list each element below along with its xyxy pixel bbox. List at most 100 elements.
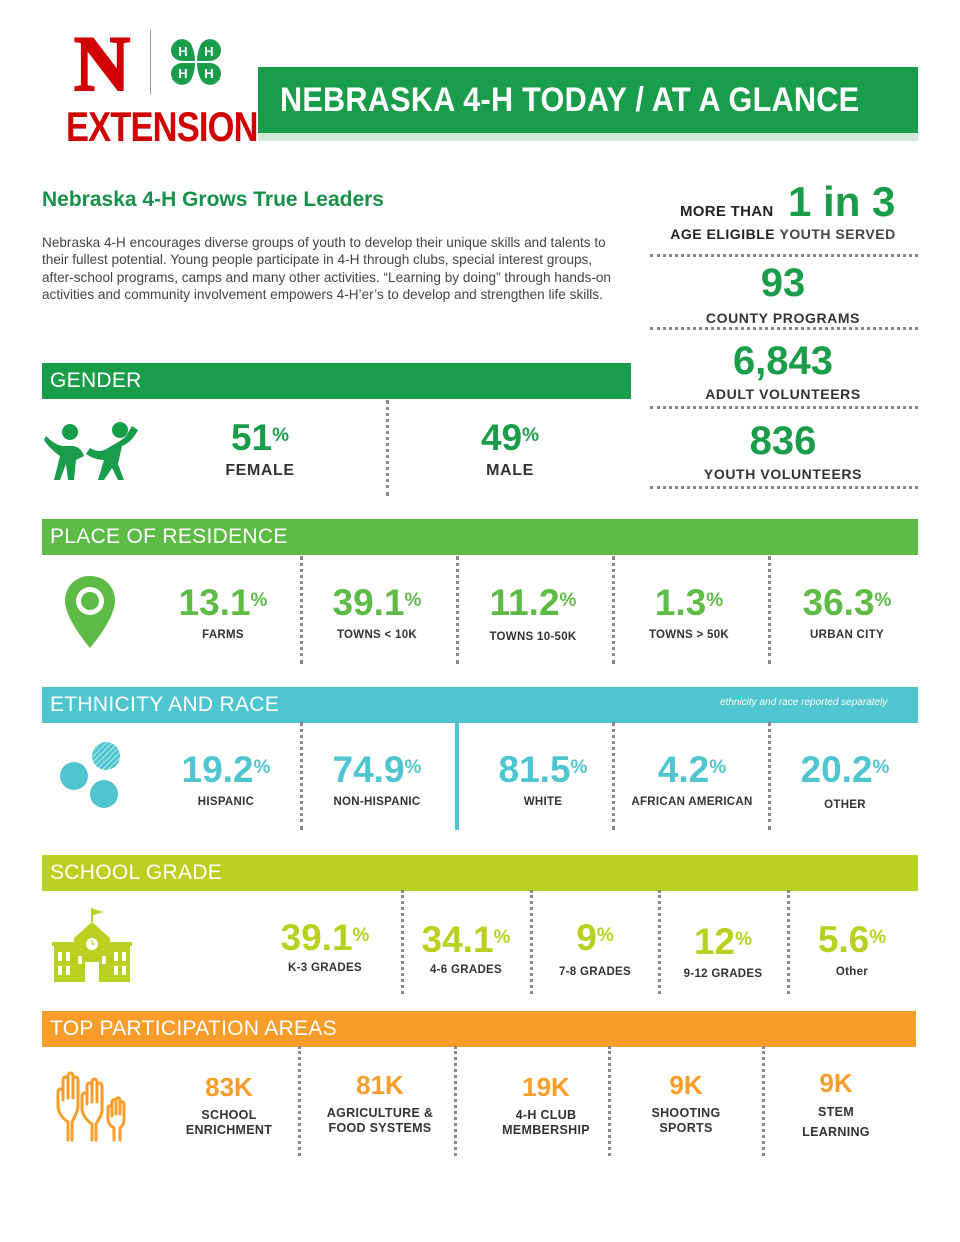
percent-sign: %: [735, 929, 753, 950]
gender-heading: GENDER: [50, 369, 142, 392]
svg-text:H: H: [178, 66, 187, 81]
percent-sign: %: [404, 590, 422, 611]
residence-value: 1.3: [654, 582, 707, 623]
school-building-icon: [52, 908, 132, 982]
county-programs-stat: 93 COUNTY PROGRAMS: [648, 262, 918, 326]
youthvol-value: 836: [749, 419, 817, 463]
grade-value: 39.1: [280, 917, 353, 958]
grade-label: 9-12 GRADES: [683, 968, 763, 980]
residence-divider: [612, 556, 615, 664]
youth-value: 1 in 3: [788, 178, 896, 225]
grade-divider: [401, 890, 404, 994]
grade-label: Other: [835, 966, 869, 978]
gender-header: GENDER: [42, 363, 631, 399]
participation-value: 83K: [205, 1072, 253, 1102]
participation-value: 19K: [522, 1072, 570, 1102]
intro-paragraph: Nebraska 4-H encourages diverse groups o…: [42, 235, 611, 303]
participation-divider: [762, 1046, 765, 1156]
percent-sign: %: [570, 757, 588, 778]
ethnicity-label: NON-HISPANIC: [333, 796, 421, 808]
participation-label: SCHOOL ENRICHMENT: [185, 1108, 273, 1137]
ethnicity-value: 74.9: [332, 749, 405, 790]
adult-value: 6,843: [732, 339, 834, 383]
ethnicity-note: ethnicity and race reported separately: [720, 697, 888, 708]
percent-sign: %: [872, 757, 890, 778]
ethnicity-divider: [300, 722, 303, 830]
grade-label: 4-6 GRADES: [429, 964, 503, 976]
gender-divider: [386, 400, 389, 496]
youthvol-label: YOUTH VOLUNTEERS: [703, 466, 863, 482]
county-value: 93: [760, 261, 806, 305]
stats-divider: [650, 327, 918, 330]
grade-item: 5.6% Other: [790, 919, 914, 979]
residence-divider: [300, 556, 303, 664]
grade-header: SCHOOL GRADE: [42, 855, 918, 891]
nebraska-n-logo: N: [73, 28, 131, 96]
grade-value: 34.1: [421, 919, 494, 960]
circles-icon: [60, 742, 120, 808]
gender-label: FEMALE: [225, 462, 295, 479]
section-headline: Nebraska 4-H Grows True Leaders: [42, 188, 384, 211]
percent-sign: %: [874, 590, 892, 611]
residence-heading: PLACE OF RESIDENCE: [50, 525, 288, 548]
residence-value: 11.2: [489, 582, 560, 623]
residence-item: 36.3% URBAN CITY: [782, 582, 912, 642]
ethnicity-value: 20.2: [800, 749, 873, 790]
grade-value: 9: [576, 917, 597, 958]
participation-divider: [298, 1046, 301, 1156]
residence-divider: [456, 556, 459, 664]
grade-label: K-3 GRADES: [288, 962, 362, 974]
residence-divider: [768, 556, 771, 664]
percent-sign: %: [272, 425, 290, 446]
residence-label: TOWNS > 50K: [648, 629, 730, 641]
residence-item: 39.1% TOWNS < 10K: [312, 582, 442, 642]
participation-value: 9K: [669, 1070, 703, 1100]
ethnicity-value: 4.2: [657, 749, 710, 790]
ethnicity-divider: [612, 722, 615, 830]
percent-sign: %: [493, 927, 511, 948]
participation-label: SHOOTING SPORTS: [651, 1106, 721, 1135]
children-icon: [44, 422, 138, 480]
gender-value: 51: [230, 417, 273, 458]
percent-sign: %: [404, 757, 422, 778]
percent-sign: %: [709, 757, 727, 778]
page-title: NEBRASKA 4-H TODAY / AT A GLANCE: [280, 81, 860, 119]
participation-label: STEM LEARNING: [802, 1105, 870, 1139]
residence-label: URBAN CITY: [810, 629, 884, 641]
grade-divider: [787, 890, 790, 994]
percent-sign: %: [559, 590, 577, 611]
participation-label: AGRICULTURE & FOOD SYSTEMS: [326, 1106, 434, 1135]
stats-divider: [650, 254, 918, 257]
ethnicity-value: 19.2: [181, 749, 254, 790]
raised-hands-icon: [56, 1071, 126, 1142]
residence-item: 1.3% TOWNS > 50K: [624, 582, 754, 642]
stats-divider: [650, 486, 918, 489]
participation-divider: [454, 1046, 457, 1156]
participation-item: 19K 4-H CLUB MEMBERSHIP: [476, 1072, 616, 1138]
grade-value: 5.6: [817, 919, 870, 960]
gender-label: MALE: [486, 462, 534, 479]
ethnicity-race-separator: [455, 722, 459, 830]
ethnicity-label: OTHER: [824, 799, 866, 811]
svg-text:H: H: [204, 44, 213, 59]
percent-sign: %: [522, 425, 540, 446]
ethnicity-value: 81.5: [498, 749, 571, 790]
grade-divider: [658, 890, 661, 994]
residence-item: 13.1% FARMS: [163, 582, 283, 642]
ethnicity-label: HISPANIC: [197, 796, 255, 808]
grade-divider: [530, 890, 533, 994]
svg-text:H: H: [204, 66, 213, 81]
residence-value: 39.1: [332, 582, 405, 623]
residence-value: 13.1: [178, 582, 251, 623]
participation-label: 4-H CLUB MEMBERSHIP: [502, 1108, 590, 1137]
ethnicity-divider: [768, 722, 771, 830]
residence-value: 36.3: [802, 582, 875, 623]
title-banner: NEBRASKA 4-H TODAY / AT A GLANCE: [258, 67, 918, 133]
grade-item: 12% 9-12 GRADES: [661, 922, 785, 981]
youth-prefix: MORE THAN: [680, 203, 774, 220]
residence-header: PLACE OF RESIDENCE: [42, 519, 918, 555]
ethnicity-label: WHITE: [523, 796, 563, 808]
grade-item: 39.1% K-3 GRADES: [262, 917, 388, 975]
grade-item: 34.1% 4-6 GRADES: [404, 919, 528, 977]
youth-label-rest: YOUTH SERVED: [779, 226, 896, 242]
